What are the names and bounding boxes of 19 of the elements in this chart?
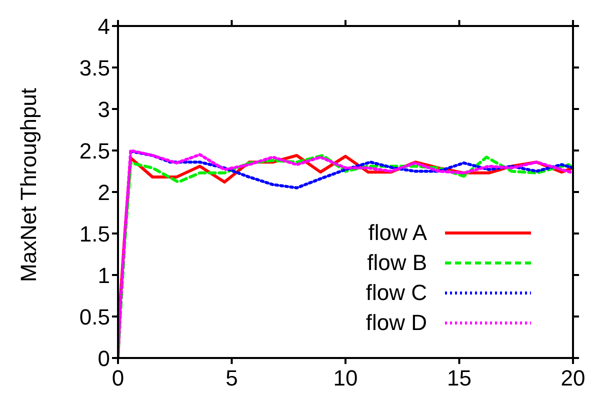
x-tick-label: 10 [333,366,358,391]
y-tick-label: 0.5 [79,304,110,330]
x-tick-label: 20 [560,366,586,391]
y-tick-label: 3.5 [79,55,110,80]
legend-label: flow D [366,309,427,337]
y-axis-title: MaxNet Throughput [16,88,41,282]
legend-label: flow A [368,219,427,247]
y-tick-label: 0 [98,346,110,371]
line-series [129,150,573,190]
x-tick-label: 5 [226,366,238,391]
y-tick-label: 1 [98,262,110,288]
y-tick-label: 4 [98,14,110,39]
legend-label: flow B [367,249,427,277]
y-tick-label: 3 [98,96,110,122]
y-tick-label: 2 [98,180,110,205]
y-tick-label: 2.5 [79,138,110,164]
y-tick-label: 1.5 [79,221,110,246]
x-tick-label: 15 [447,366,472,391]
legend-label: flow C [366,279,427,307]
